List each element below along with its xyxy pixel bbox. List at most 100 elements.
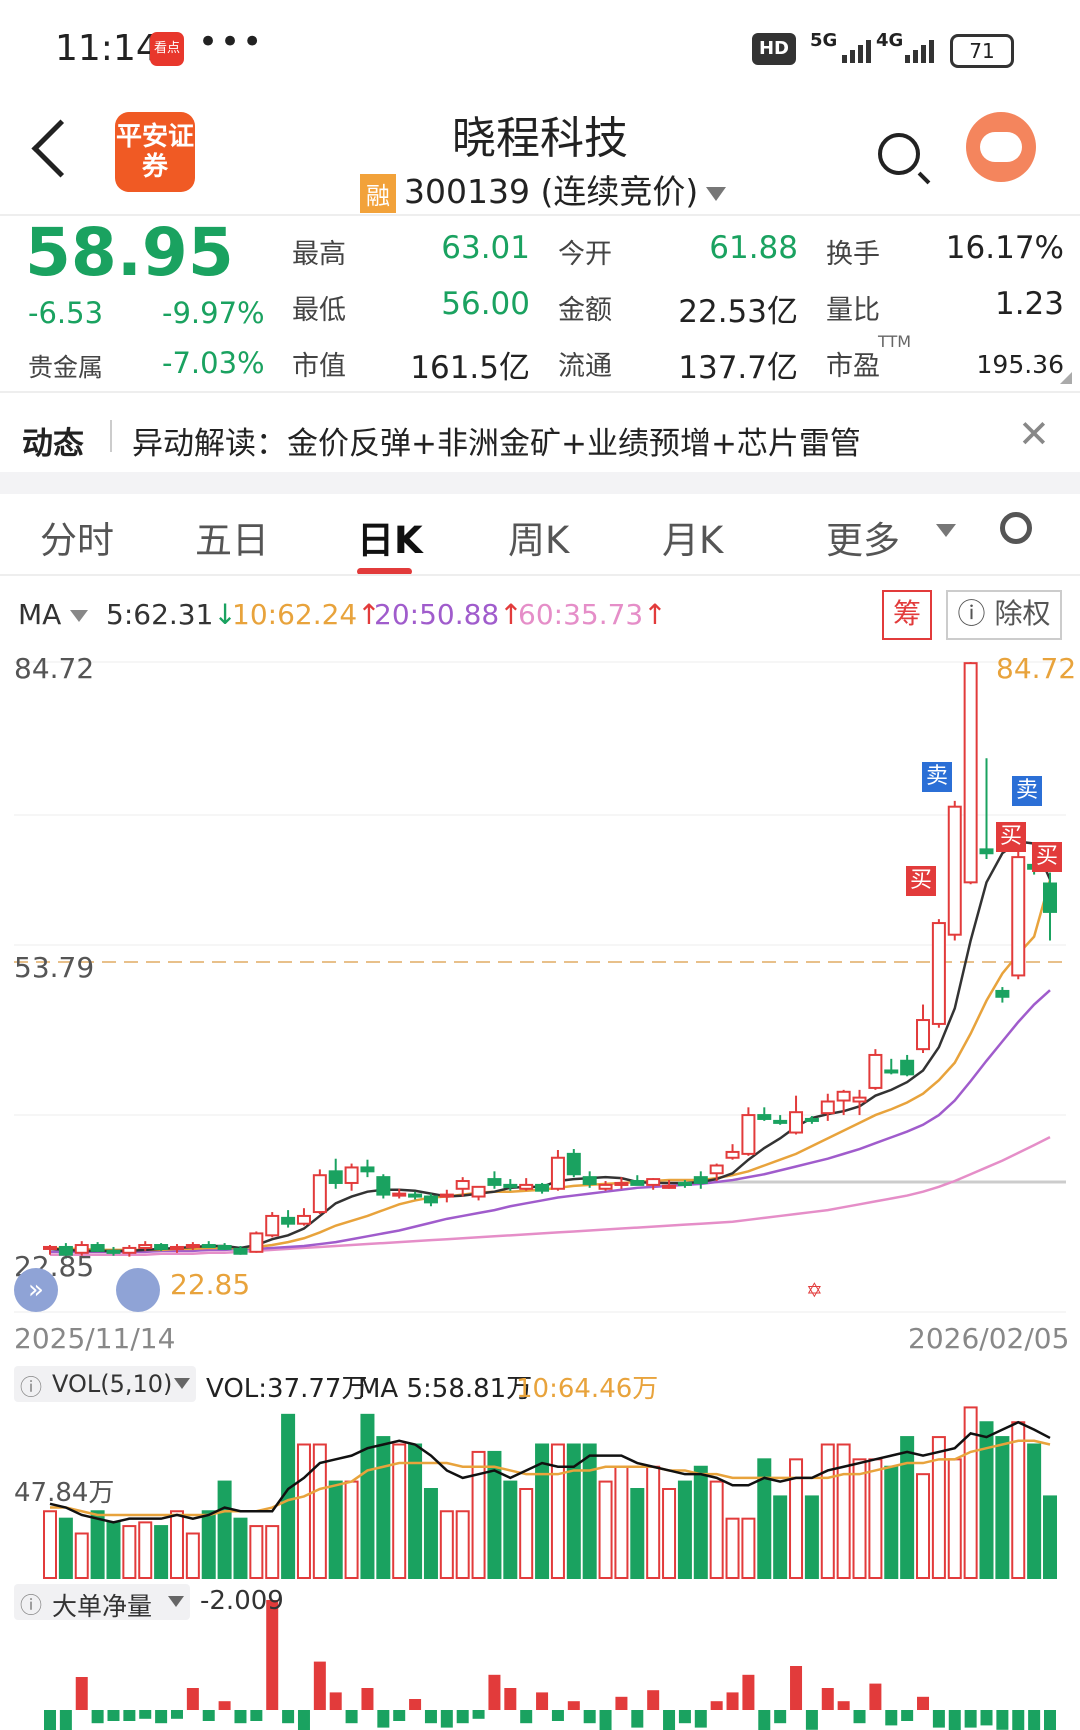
- candle-body: [58, 1245, 73, 1256]
- search-icon[interactable]: [878, 133, 920, 175]
- bigorder-bar: [361, 1688, 374, 1710]
- ma-text: 60:35.73: [518, 598, 644, 631]
- ma-value-2: 20:50.88↑: [374, 598, 523, 631]
- ma5-line: [49, 840, 1052, 1253]
- tab-5[interactable]: 更多: [826, 519, 900, 562]
- tab-1[interactable]: 五日: [195, 519, 269, 562]
- candle-body: [1043, 882, 1057, 913]
- star-event-icon[interactable]: ✡: [806, 1278, 823, 1302]
- event-marker-icon[interactable]: [116, 1268, 160, 1312]
- candle-body: [725, 1150, 740, 1159]
- bigorder-bar: [297, 1710, 310, 1730]
- bigorder-indicator-selector[interactable]: ⓘ 大单净量: [14, 1584, 190, 1621]
- candle-body: [741, 1114, 756, 1155]
- price-change: -6.53: [28, 296, 104, 330]
- volume-indicator-selector[interactable]: ⓘ VOL(5,10): [14, 1366, 196, 1402]
- date-end: 2026/02/05: [908, 1322, 1070, 1355]
- bigorder-bar: [424, 1710, 437, 1724]
- sector-name[interactable]: 贵金属: [28, 353, 104, 382]
- chevron-down-icon: [706, 186, 727, 201]
- sell-signal-marker[interactable]: 卖: [1012, 776, 1042, 806]
- candle-body: [931, 922, 946, 1025]
- bigorder-bar: [1012, 1710, 1025, 1730]
- volume-bar: [916, 1473, 931, 1579]
- volume-bar: [408, 1443, 423, 1579]
- gear-icon[interactable]: [1000, 512, 1032, 544]
- candle-body: [598, 1183, 613, 1190]
- volume-bar: [217, 1480, 232, 1580]
- quote-label: 市盈: [826, 351, 880, 382]
- close-icon[interactable]: ✕: [1018, 412, 1050, 456]
- tab-3[interactable]: 周K: [508, 519, 570, 562]
- stock-code: 300139 (连续竞价): [404, 172, 699, 211]
- volume-bar: [995, 1436, 1010, 1580]
- stock-code-selector[interactable]: 融 300139 (连续竞价): [360, 165, 727, 213]
- candle-body: [868, 1053, 883, 1089]
- divider: [0, 214, 1080, 216]
- buy-signal-marker[interactable]: 买: [996, 822, 1026, 852]
- status-time: 11:14: [55, 28, 159, 69]
- buy-signal-marker[interactable]: 买: [906, 866, 936, 896]
- bigorder-bar: [996, 1710, 1009, 1730]
- candle-body: [296, 1214, 311, 1225]
- bigorder-bar: [551, 1710, 564, 1721]
- candle-body: [804, 1117, 819, 1122]
- bigorder-bar: [44, 1710, 56, 1730]
- chevron-down-icon[interactable]: [70, 610, 88, 622]
- volume-ma5-line: [49, 1420, 1051, 1524]
- bigorder-bar: [536, 1692, 549, 1710]
- ma10-line: [49, 879, 1052, 1252]
- current-price: 58.95: [25, 214, 234, 291]
- quote-label: 量比: [826, 295, 880, 326]
- high-price-marker: 84.72: [996, 652, 1077, 685]
- bigorder-bar: [155, 1710, 168, 1724]
- bigorder-bar: [266, 1600, 279, 1710]
- tab-0[interactable]: 分时: [40, 519, 114, 562]
- ttm-label: TTM: [878, 332, 912, 351]
- volume-bar: [598, 1480, 613, 1580]
- bigorder-bar: [377, 1710, 390, 1728]
- bigorder-bar: [663, 1710, 676, 1730]
- quote-value: 1.23: [994, 286, 1064, 322]
- volume-bar: [820, 1443, 835, 1579]
- ma-value-1: 10:62.24↑: [232, 598, 381, 631]
- dynamic-news-text[interactable]: 异动解读：金价反弹+非洲金矿+业绩预增+芯片雷管: [132, 426, 861, 462]
- tab-4[interactable]: 月K: [662, 519, 724, 562]
- volume-bar: [376, 1436, 391, 1580]
- assistant-avatar[interactable]: [966, 112, 1036, 182]
- volume-bar: [979, 1421, 994, 1579]
- ma-arrow-icon: ↑: [357, 598, 381, 631]
- bigorder-bar: [218, 1701, 231, 1710]
- tab-2[interactable]: 日K: [357, 519, 423, 562]
- bigorder-bar: [234, 1710, 247, 1724]
- expand-arrows-icon[interactable]: »: [14, 1268, 58, 1312]
- candle-body: [455, 1180, 470, 1190]
- chip-distribution-button[interactable]: 筹: [882, 590, 932, 640]
- volume-bar: [423, 1488, 438, 1579]
- quote-value: 22.53亿: [678, 294, 798, 330]
- bigorder-bar: [615, 1696, 628, 1710]
- volume-bar: [677, 1480, 692, 1580]
- sector-pct: -7.03%: [162, 346, 265, 380]
- candle-body: [900, 1059, 915, 1076]
- ex-rights-button[interactable]: ⓘ 除权: [946, 590, 1062, 640]
- candle-body: [773, 1119, 788, 1124]
- bigorder-bar: [821, 1688, 834, 1710]
- bigorder-bar: [313, 1661, 326, 1710]
- volume-bar: [693, 1465, 708, 1579]
- candle-body: [344, 1166, 359, 1184]
- sell-signal-marker[interactable]: 卖: [922, 762, 952, 792]
- chevron-down-icon[interactable]: [936, 524, 956, 537]
- buy-signal-marker[interactable]: 买: [1032, 842, 1062, 872]
- ma-text: 10:62.24: [232, 598, 358, 631]
- volume-bar: [249, 1525, 264, 1580]
- quote-value: 195.36: [976, 350, 1064, 379]
- ma-label[interactable]: MA: [18, 598, 62, 631]
- bigorder-bar: [742, 1674, 755, 1710]
- candle-body: [662, 1184, 677, 1189]
- volume-bar: [1043, 1495, 1057, 1579]
- bigorder-bar: [393, 1710, 406, 1721]
- volume-bar: [804, 1495, 819, 1579]
- ma-arrow-icon: ↓: [213, 598, 237, 631]
